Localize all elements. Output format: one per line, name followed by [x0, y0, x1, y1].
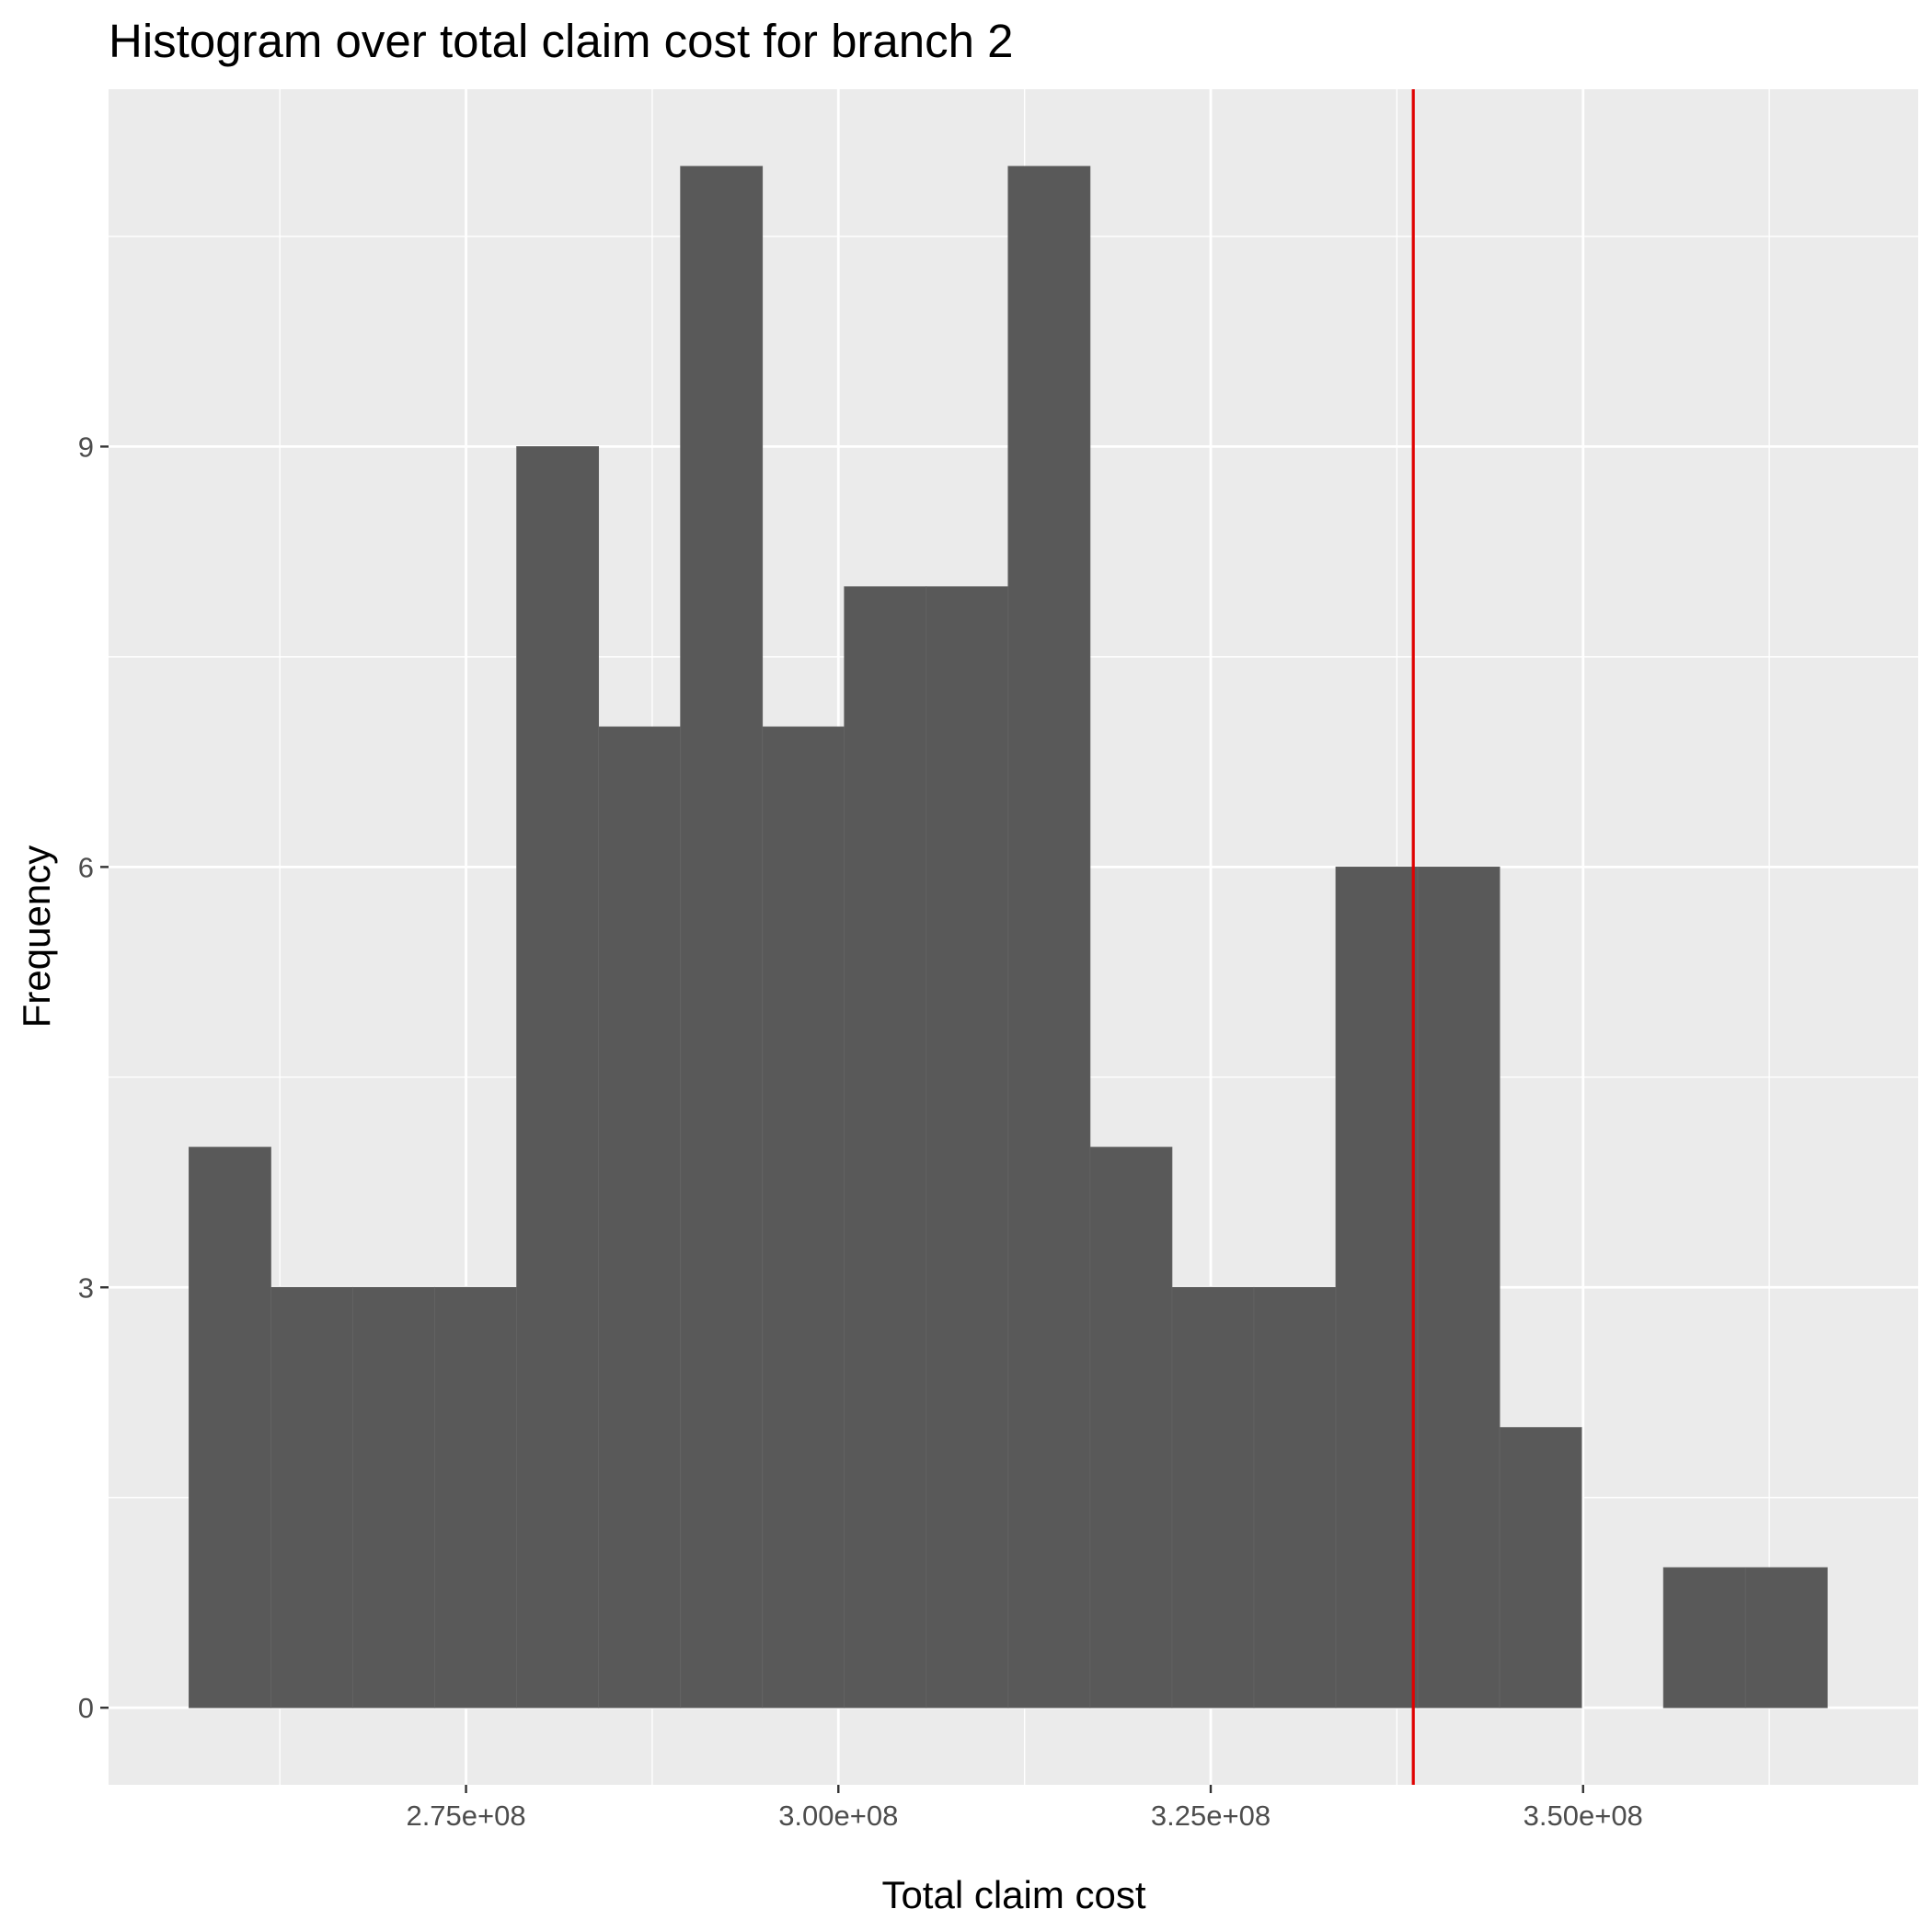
x-tick-label: 3.00e+08	[778, 1800, 898, 1832]
histogram-bar	[352, 1286, 435, 1708]
histogram-bar	[189, 1146, 271, 1708]
histogram-bar	[1335, 866, 1419, 1708]
y-axis: 0 3 6 9	[78, 431, 109, 1724]
x-axis: 2.75e+08 3.00e+08 3.25e+08 3.50e+08	[406, 1785, 1643, 1832]
y-tick-label: 9	[78, 431, 94, 463]
histogram-bar	[762, 726, 845, 1708]
y-axis-title: Frequency	[15, 845, 58, 1028]
histogram-bar	[1744, 1567, 1828, 1708]
histogram-bar	[844, 586, 927, 1708]
y-tick-label: 0	[78, 1692, 94, 1724]
chart-title: Histogram over total claim cost for bran…	[109, 15, 1014, 67]
histogram-bar	[1171, 1286, 1255, 1708]
histogram-bar	[598, 726, 682, 1708]
x-axis-title: Total claim cost	[881, 1873, 1145, 1916]
x-tick-label: 3.50e+08	[1524, 1800, 1643, 1832]
y-tick-label: 3	[78, 1271, 94, 1304]
histogram-bar	[1253, 1286, 1337, 1708]
histogram-bar	[1089, 1146, 1173, 1708]
histogram-bars	[189, 166, 1828, 1708]
x-tick-label: 3.25e+08	[1151, 1800, 1271, 1832]
histogram-bar	[1499, 1427, 1582, 1708]
histogram-bar	[516, 446, 600, 1708]
histogram-bar	[434, 1286, 517, 1708]
x-tick-label: 2.75e+08	[406, 1800, 525, 1832]
histogram-bar	[1662, 1567, 1746, 1708]
histogram-bar	[926, 586, 1009, 1708]
histogram-bar	[1417, 866, 1501, 1708]
histogram-bar	[1007, 166, 1091, 1708]
histogram-bar	[680, 166, 764, 1708]
histogram-bar	[270, 1286, 353, 1708]
y-tick-label: 6	[78, 851, 94, 883]
